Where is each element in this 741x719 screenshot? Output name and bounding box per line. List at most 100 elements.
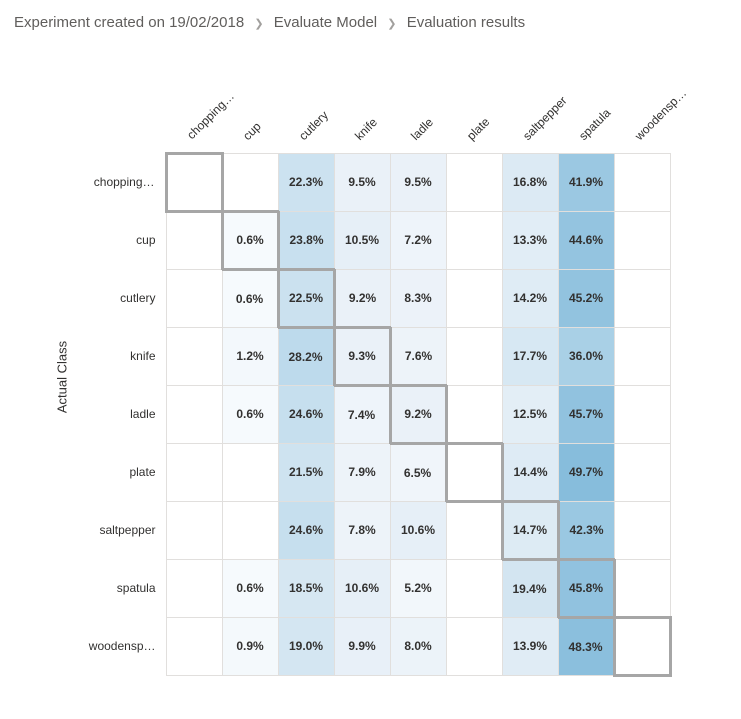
matrix-cell: 17.7% [502, 327, 558, 385]
row-header: woodensp… [74, 617, 166, 675]
row-header: chopping… [74, 153, 166, 211]
row-header: saltpepper [74, 501, 166, 559]
matrix-cell [446, 327, 502, 385]
y-axis-label: Actual Class [55, 341, 70, 413]
matrix-cell: 45.8% [558, 559, 614, 617]
row-header: knife [74, 327, 166, 385]
matrix-cell [166, 617, 222, 675]
matrix-cell [166, 327, 222, 385]
matrix-cell [166, 211, 222, 269]
matrix-cell: 45.2% [558, 269, 614, 327]
matrix-cell: 8.0% [390, 617, 446, 675]
matrix-cell: 45.7% [558, 385, 614, 443]
matrix-cell [166, 559, 222, 617]
column-header: chopping… [166, 77, 222, 153]
matrix-cell [614, 501, 670, 559]
table-row: knife1.2%28.2%9.3%7.6%17.7%36.0% [74, 327, 670, 385]
matrix-cell [614, 269, 670, 327]
matrix-cell [446, 501, 502, 559]
matrix-cell: 7.2% [390, 211, 446, 269]
matrix-cell: 0.6% [222, 385, 278, 443]
matrix-cell: 0.6% [222, 559, 278, 617]
matrix-cell: 42.3% [558, 501, 614, 559]
row-header: spatula [74, 559, 166, 617]
matrix-cell: 48.3% [558, 617, 614, 675]
matrix-body: chopping…22.3%9.5%9.5%16.8%41.9%cup0.6%2… [74, 153, 670, 675]
column-header-label: cup [240, 119, 264, 143]
matrix-cell: 19.4% [502, 559, 558, 617]
table-row: saltpepper24.6%7.8%10.6%14.7%42.3% [74, 501, 670, 559]
matrix-cell: 21.5% [278, 443, 334, 501]
column-header-label: plate [464, 114, 492, 142]
column-header-label: ladle [408, 115, 436, 143]
table-row: spatula0.6%18.5%10.6%5.2%19.4%45.8% [74, 559, 670, 617]
matrix-cell: 9.5% [334, 153, 390, 211]
matrix-cell: 7.4% [334, 385, 390, 443]
matrix-cell: 16.8% [502, 153, 558, 211]
table-row: woodensp…0.9%19.0%9.9%8.0%13.9%48.3% [74, 617, 670, 675]
table-row: plate21.5%7.9%6.5%14.4%49.7% [74, 443, 670, 501]
matrix-cell [614, 153, 670, 211]
matrix-cell: 12.5% [502, 385, 558, 443]
row-header: plate [74, 443, 166, 501]
matrix-cell [166, 443, 222, 501]
matrix-cell: 9.3% [334, 327, 390, 385]
column-header-label: cutlery [296, 108, 331, 143]
breadcrumb: Experiment created on 19/02/2018 ❯ Evalu… [14, 14, 727, 31]
matrix-cell [446, 385, 502, 443]
matrix-cell: 23.8% [278, 211, 334, 269]
row-header: ladle [74, 385, 166, 443]
matrix-cell: 0.6% [222, 211, 278, 269]
matrix-cell: 10.5% [334, 211, 390, 269]
matrix-cell: 10.6% [390, 501, 446, 559]
chevron-right-icon: ❯ [254, 17, 263, 30]
chevron-right-icon: ❯ [387, 17, 396, 30]
matrix-cell [446, 269, 502, 327]
matrix-cell: 7.6% [390, 327, 446, 385]
matrix-cell [166, 501, 222, 559]
column-header: cup [222, 77, 278, 153]
matrix-cell: 14.4% [502, 443, 558, 501]
column-header: ladle [390, 77, 446, 153]
matrix-cell [166, 385, 222, 443]
matrix-cell: 14.2% [502, 269, 558, 327]
matrix-cell [222, 443, 278, 501]
matrix-cell: 14.7% [502, 501, 558, 559]
column-header: knife [334, 77, 390, 153]
column-header: plate [446, 77, 502, 153]
matrix-cell [614, 443, 670, 501]
confusion-matrix-table: chopping…cupcutleryknifeladleplatesaltpe… [74, 77, 672, 677]
column-header: cutlery [278, 77, 334, 153]
matrix-cell: 7.8% [334, 501, 390, 559]
matrix-cell [166, 269, 222, 327]
matrix-cell: 0.9% [222, 617, 278, 675]
matrix-cell [446, 559, 502, 617]
matrix-cell: 9.2% [334, 269, 390, 327]
matrix-cell: 28.2% [278, 327, 334, 385]
matrix-cell: 0.6% [222, 269, 278, 327]
breadcrumb-item: Evaluation results [407, 14, 525, 31]
matrix-cell: 13.3% [502, 211, 558, 269]
column-header-row: chopping…cupcutleryknifeladleplatesaltpe… [74, 77, 670, 153]
table-row: cup 0.6%23.8%10.5%7.2% 13.3%44.6% [74, 211, 670, 269]
matrix-cell [614, 385, 670, 443]
matrix-cell: 13.9% [502, 617, 558, 675]
matrix-cell [446, 617, 502, 675]
matrix-cell: 6.5% [390, 443, 446, 501]
table-row: cutlery0.6%22.5%9.2%8.3%14.2%45.2% [74, 269, 670, 327]
column-header-label: knife [352, 115, 380, 143]
matrix-cell: 41.9% [558, 153, 614, 211]
matrix-cell [446, 211, 502, 269]
row-header: cup [74, 211, 166, 269]
matrix-cell [222, 153, 278, 211]
matrix-cell [166, 153, 222, 211]
table-row: chopping…22.3%9.5%9.5%16.8%41.9% [74, 153, 670, 211]
matrix-cell: 44.6% [558, 211, 614, 269]
matrix-cell [614, 617, 670, 675]
breadcrumb-item[interactable]: Evaluate Model [274, 14, 377, 31]
matrix-cell [614, 559, 670, 617]
table-row: ladle0.6%24.6%7.4%9.2%12.5%45.7% [74, 385, 670, 443]
matrix-cell: 5.2% [390, 559, 446, 617]
breadcrumb-item[interactable]: Experiment created on 19/02/2018 [14, 14, 244, 31]
matrix-cell: 19.0% [278, 617, 334, 675]
